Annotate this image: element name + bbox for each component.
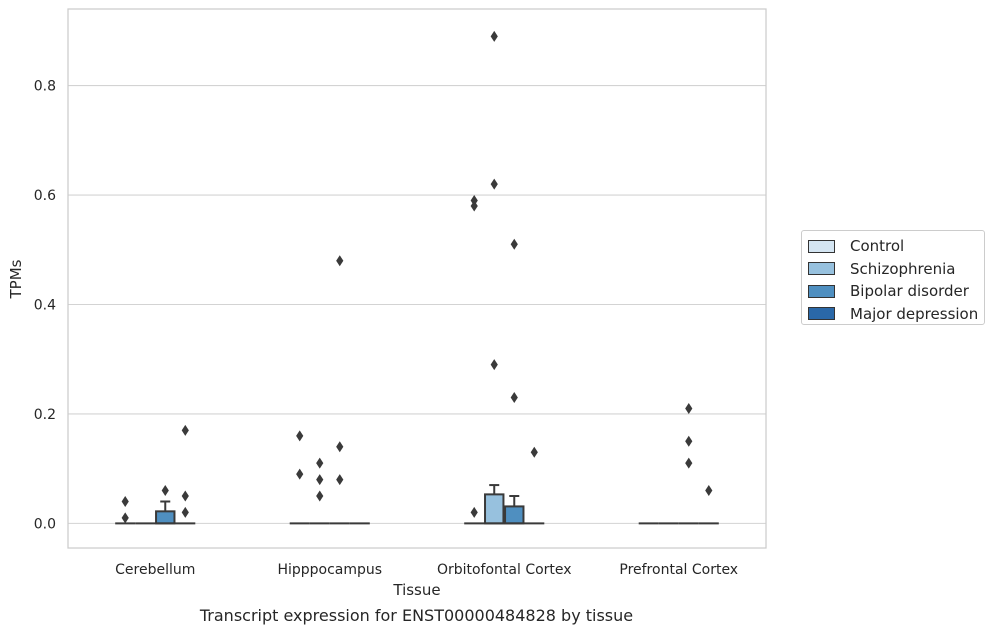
outlier-point (181, 490, 189, 502)
outlier-point (296, 468, 304, 480)
outlier-point (336, 441, 344, 453)
chart-caption: Transcript expression for ENST0000048482… (199, 606, 634, 625)
y-tick-labels: 0.0 0.2 0.4 0.6 0.8 (34, 79, 56, 533)
outlier-point (530, 446, 538, 458)
legend-item-control: Control (802, 235, 984, 258)
legend-label-control: Control (850, 237, 905, 256)
x-tick-labels: Cerebellum Hipppocampus Orbitofontal Corte… (115, 562, 738, 578)
outlier-point (470, 200, 478, 212)
y-tick-label: 0.2 (34, 407, 56, 423)
legend-item-bipolar: Bipolar disorder (802, 280, 984, 303)
outlier-point (316, 457, 324, 469)
legend-swatch-control (808, 239, 835, 253)
outlier-point (336, 255, 344, 267)
y-axis-label: TPMs (7, 259, 25, 299)
box-body (504, 505, 525, 525)
outlier-point (685, 402, 693, 414)
outlier-point (490, 178, 498, 190)
box-body (484, 493, 505, 525)
box-group (504, 495, 525, 525)
x-axis-label: Tissue (392, 581, 440, 599)
outlier-point (490, 359, 498, 371)
legend-label-schizophrenia: Schizophrenia (850, 259, 956, 278)
legend-swatch-bipolar (808, 284, 835, 298)
outlier-point (121, 495, 129, 507)
outlier-point (685, 435, 693, 447)
legend-item-schizophrenia: Schizophrenia (802, 258, 984, 281)
box-body (155, 510, 176, 525)
outlier-point (336, 474, 344, 486)
outlier-point (470, 506, 478, 518)
x-tick-label: Hipppocampus (277, 562, 382, 578)
outlier-point (685, 457, 693, 469)
outlier-points (121, 30, 713, 524)
x-tick-label: Prefrontal Cortex (619, 562, 738, 578)
box-group (155, 500, 176, 525)
legend-label-bipolar: Bipolar disorder (850, 282, 969, 301)
outlier-point (490, 30, 498, 42)
outlier-point (316, 474, 324, 486)
legend-label-depression: Major depression (850, 304, 979, 323)
outlier-point (705, 485, 713, 497)
y-tick-label: 0.8 (34, 79, 56, 95)
y-tick-label: 0.0 (34, 516, 56, 532)
box-plots (115, 484, 719, 525)
outlier-point (121, 512, 129, 524)
legend: Control Schizophrenia Bipolar disorder M… (801, 230, 985, 325)
plot-frame (67, 8, 767, 549)
legend-swatch-schizophrenia (808, 262, 835, 276)
outlier-point (510, 392, 518, 404)
outlier-point (161, 485, 169, 497)
grid-lines (68, 85, 766, 524)
outlier-point (181, 506, 189, 518)
outlier-point (510, 238, 518, 250)
x-tick-label: Orbitofontal Cortex (437, 562, 572, 578)
outlier-point (296, 430, 304, 442)
outlier-point (316, 490, 324, 502)
x-tick-label: Cerebellum (115, 562, 195, 578)
outlier-point (181, 424, 189, 436)
legend-item-depression: Major depression (802, 303, 984, 326)
legend-swatch-depression (808, 307, 835, 321)
y-tick-label: 0.6 (34, 188, 56, 204)
box-group (484, 484, 505, 525)
y-tick-label: 0.4 (34, 297, 56, 313)
